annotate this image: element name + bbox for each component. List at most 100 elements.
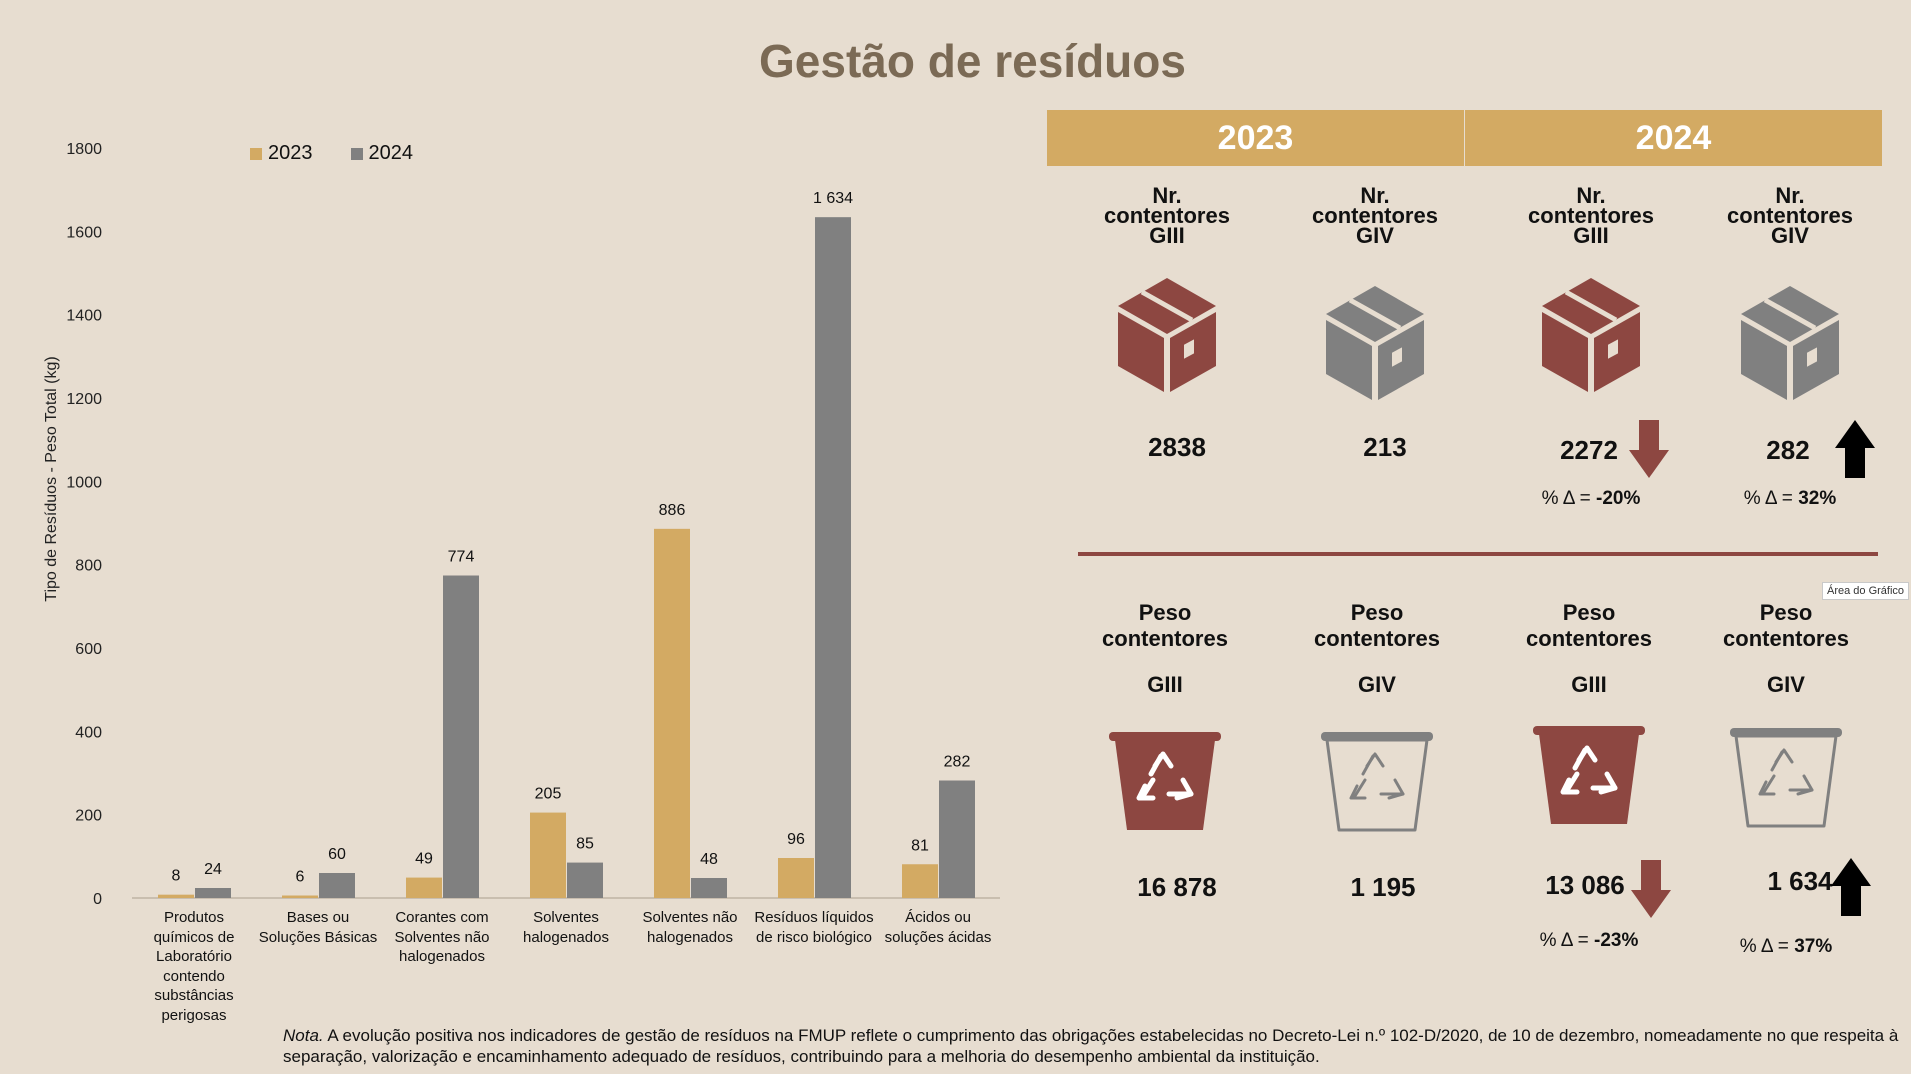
data-label-2023-3: 205 (535, 786, 562, 803)
containers-header-line: GIV (1771, 223, 1809, 248)
weights-header-line: contentores (1526, 626, 1652, 651)
weights-header-line: GIV (1767, 672, 1805, 697)
recycle-bin-icon (1317, 728, 1437, 843)
arrow-down-icon (1631, 860, 1671, 923)
x-tick-label-line: halogenados (523, 928, 609, 946)
bar-2023-1[interactable] (282, 895, 318, 899)
delta-prefix: % Δ = (1739, 936, 1795, 957)
box-icon (1735, 278, 1845, 413)
y-tick-label: 1800 (66, 141, 102, 158)
bar-2024-0[interactable] (195, 888, 231, 898)
page-title: Gestão de resíduos (759, 35, 1186, 87)
bar-2023-2[interactable] (406, 877, 442, 898)
containers-header-line: GIV (1356, 223, 1394, 248)
data-label-2024-3: 85 (576, 836, 594, 853)
delta-value: -23% (1594, 930, 1639, 951)
containers-value-0: 2838 (1148, 432, 1206, 462)
x-tick-label-line: substâncias (154, 987, 234, 1004)
year-header-2023: 2023 (1047, 110, 1464, 166)
bar-chart[interactable]: 0 200 400 600 800 1000 1200 1400 1600 1800 8 24 6 60 4… (0, 110, 1020, 1030)
y-tick-label: 400 (75, 724, 102, 741)
containers-header-3: Nr. contentores GIV (1695, 183, 1885, 248)
footnote-text: A evolução positiva nos indicadores de g… (283, 1026, 1899, 1066)
bar-2023-6[interactable] (902, 864, 938, 898)
footnote-label: Nota. (283, 1026, 324, 1045)
weights-header-line: GIV (1358, 672, 1396, 697)
weights-header-line: contentores (1723, 626, 1849, 651)
x-tick-label-line: contendo (163, 967, 225, 985)
section-divider (1078, 552, 1878, 556)
x-tick-label-line: Bases ou (286, 909, 350, 926)
x-tick-label: Resíduos líquidos de risco biológico (749, 908, 879, 947)
containers-header-line: Nr. (1775, 183, 1805, 208)
bar-2024-4[interactable] (691, 878, 727, 898)
box-icon (1112, 270, 1222, 405)
x-tick-label-line: Ácidos ou (905, 909, 971, 926)
y-tick-label: 600 (75, 641, 102, 658)
containers-value-1: 213 (1363, 432, 1407, 462)
weights-value-1: 1 195 (1350, 872, 1416, 902)
legend-label-2024: 2024 (368, 142, 414, 164)
x-tick-label-line: perigosas (161, 1006, 227, 1024)
containers-value-3: 282 (1766, 435, 1810, 465)
x-tick-label-line: soluções ácidas (884, 928, 992, 946)
delta-value: 32% (1798, 488, 1837, 509)
containers-delta-3: % Δ = 32% (1690, 488, 1890, 510)
y-tick-label: 800 (75, 558, 102, 575)
y-tick-label: 1000 (66, 474, 102, 491)
data-label-2024-6: 282 (944, 754, 971, 771)
weights-header-1: Peso contentores GIV (1282, 600, 1472, 698)
y-tick-label: 1600 (66, 224, 102, 241)
x-tick-label: Ácidos ou soluções ácidas (873, 908, 1003, 947)
legend-swatch-2023 (250, 147, 262, 160)
x-tick-label-line: químicos de (153, 928, 235, 946)
weights-header-2: Peso contentores GIII (1494, 600, 1684, 698)
delta-prefix: % Δ = (1539, 930, 1595, 951)
delta-prefix: % Δ = (1541, 488, 1597, 509)
arrow-down-icon (1629, 420, 1669, 483)
bar-2024-6[interactable] (939, 780, 975, 899)
bar-2024-3[interactable] (567, 862, 603, 898)
containers-header-line: contentores (1104, 203, 1230, 228)
legend-item-2024: 2024 (350, 142, 414, 165)
footnote: Nota. A evolução positiva nos indicadore… (283, 1025, 1903, 1067)
data-label-2024-0: 24 (204, 861, 222, 878)
containers-header-line: Nr. (1360, 183, 1390, 208)
x-tick-label-line: Resíduos líquidos (754, 909, 874, 926)
delta-value: -20% (1596, 488, 1641, 509)
containers-header-line: contentores (1312, 203, 1438, 228)
data-label-2024-1: 60 (328, 846, 346, 863)
containers-value-2: 2272 (1560, 435, 1618, 465)
bar-2023-0[interactable] (158, 894, 194, 898)
y-axis-label: Tipo de Resíduos - Peso Total (kg) (43, 356, 60, 602)
containers-header-1: Nr. contentores GIV (1280, 183, 1470, 248)
x-tick-label-line: Produtos (163, 909, 225, 926)
chart-legend: 2023 2024 (250, 142, 413, 165)
x-tick-label-line: Solventes não (642, 909, 738, 926)
legend-swatch-2024 (350, 147, 363, 160)
x-tick-label: Solventes não halogenados (625, 908, 755, 947)
containers-header-0: Nr. contentores GIII (1072, 183, 1262, 247)
x-tick-label-line: de risco biológico (756, 928, 872, 946)
data-label-2023-6: 81 (911, 837, 929, 854)
x-tick-label-line: Corantes com (395, 909, 489, 926)
containers-delta-2: % Δ = -20% (1491, 488, 1691, 510)
weights-header-3: Peso contentores GIV (1691, 600, 1881, 698)
weights-header-line: GIII (1147, 672, 1183, 697)
data-label-2024-4: 48 (700, 851, 718, 868)
recycle-bin-icon (1726, 724, 1846, 839)
x-tick-label: Corantes com Solventes não halogenados (377, 908, 507, 967)
legend-item-2023: 2023 (250, 142, 313, 165)
bar-2024-1[interactable] (319, 873, 355, 898)
bar-2023-5[interactable] (778, 858, 814, 898)
containers-header-line: Nr. (1152, 183, 1182, 208)
bar-2024-5[interactable] (815, 217, 851, 899)
chart-area-tooltip: Área do Gráfico (1822, 582, 1910, 600)
x-tick-label: Produtos químicos de Laboratório contendo su… (129, 908, 259, 1025)
data-label-2023-2: 49 (415, 851, 433, 868)
weights-header-line: Peso (1138, 600, 1192, 625)
bar-2023-3[interactable] (530, 812, 566, 898)
bar-2023-4[interactable] (654, 528, 690, 898)
x-tick-label: Solventes halogenados (501, 908, 631, 947)
bar-2024-2[interactable] (443, 575, 479, 899)
